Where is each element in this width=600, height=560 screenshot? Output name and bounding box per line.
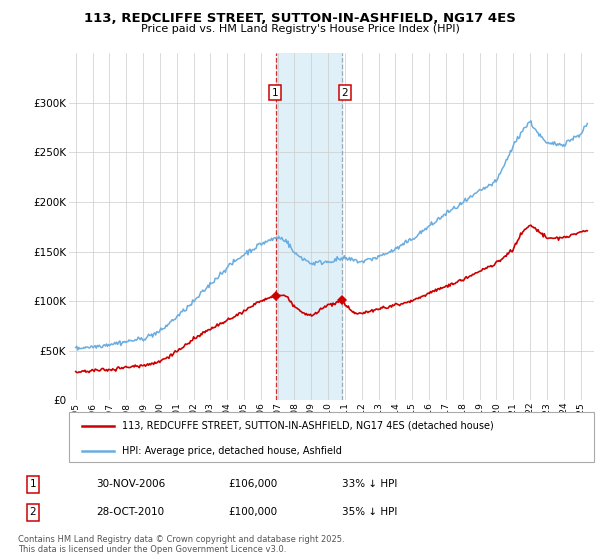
Text: 2: 2 bbox=[341, 88, 348, 98]
Text: 1: 1 bbox=[29, 479, 37, 489]
Text: Contains HM Land Registry data © Crown copyright and database right 2025.
This d: Contains HM Land Registry data © Crown c… bbox=[18, 535, 344, 554]
Text: 35% ↓ HPI: 35% ↓ HPI bbox=[342, 507, 397, 517]
Text: 1: 1 bbox=[272, 88, 278, 98]
FancyBboxPatch shape bbox=[69, 412, 594, 462]
Text: HPI: Average price, detached house, Ashfield: HPI: Average price, detached house, Ashf… bbox=[121, 446, 341, 456]
Text: £100,000: £100,000 bbox=[228, 507, 277, 517]
Bar bbox=[277, 53, 342, 400]
Text: £106,000: £106,000 bbox=[228, 479, 277, 489]
Text: 28-OCT-2010: 28-OCT-2010 bbox=[96, 507, 164, 517]
Text: 113, REDCUFFE STREET, SUTTON-IN-ASHFIELD, NG17 4ES (detached house): 113, REDCUFFE STREET, SUTTON-IN-ASHFIELD… bbox=[121, 421, 493, 431]
Text: 2: 2 bbox=[29, 507, 37, 517]
Text: Price paid vs. HM Land Registry's House Price Index (HPI): Price paid vs. HM Land Registry's House … bbox=[140, 24, 460, 34]
Text: 33% ↓ HPI: 33% ↓ HPI bbox=[342, 479, 397, 489]
Text: 113, REDCLIFFE STREET, SUTTON-IN-ASHFIELD, NG17 4ES: 113, REDCLIFFE STREET, SUTTON-IN-ASHFIEL… bbox=[84, 12, 516, 25]
Text: 30-NOV-2006: 30-NOV-2006 bbox=[96, 479, 165, 489]
